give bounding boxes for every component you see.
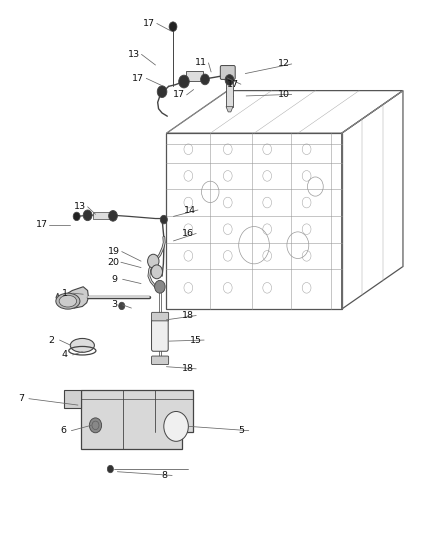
Text: 20: 20 xyxy=(107,258,119,266)
Circle shape xyxy=(225,75,234,85)
Text: 17: 17 xyxy=(227,80,239,88)
Circle shape xyxy=(73,212,80,221)
Text: 18: 18 xyxy=(182,365,194,373)
Circle shape xyxy=(169,22,177,31)
Ellipse shape xyxy=(70,338,94,352)
Circle shape xyxy=(155,280,165,293)
Circle shape xyxy=(148,254,159,268)
Text: 14: 14 xyxy=(184,206,196,214)
Text: 17: 17 xyxy=(35,221,48,229)
Circle shape xyxy=(164,411,188,441)
Polygon shape xyxy=(81,390,193,449)
Text: 15: 15 xyxy=(190,336,202,344)
Text: 2: 2 xyxy=(49,336,55,344)
Circle shape xyxy=(201,74,209,85)
Circle shape xyxy=(157,86,167,98)
Text: 13: 13 xyxy=(74,203,86,211)
Bar xyxy=(186,71,203,81)
Ellipse shape xyxy=(56,293,80,309)
Bar xyxy=(226,80,233,107)
Circle shape xyxy=(151,265,162,279)
Text: 6: 6 xyxy=(60,426,67,435)
Circle shape xyxy=(83,210,92,221)
Text: 11: 11 xyxy=(194,59,207,67)
Text: 17: 17 xyxy=(143,19,155,28)
Text: 5: 5 xyxy=(238,426,244,435)
Polygon shape xyxy=(226,107,233,112)
Circle shape xyxy=(119,302,125,310)
Polygon shape xyxy=(56,287,88,308)
FancyBboxPatch shape xyxy=(152,312,169,321)
Text: 7: 7 xyxy=(18,394,24,403)
Polygon shape xyxy=(64,390,81,408)
Text: 17: 17 xyxy=(132,74,145,83)
Circle shape xyxy=(160,215,167,224)
Text: 8: 8 xyxy=(161,471,167,480)
FancyBboxPatch shape xyxy=(220,66,235,79)
Text: 18: 18 xyxy=(182,311,194,320)
FancyBboxPatch shape xyxy=(152,356,169,365)
Text: 17: 17 xyxy=(173,91,185,99)
Circle shape xyxy=(109,211,117,221)
Text: 9: 9 xyxy=(112,275,118,284)
FancyBboxPatch shape xyxy=(152,319,168,351)
Text: 19: 19 xyxy=(108,247,120,256)
Text: 13: 13 xyxy=(127,50,140,59)
Text: 1: 1 xyxy=(62,289,68,297)
Circle shape xyxy=(179,75,189,88)
Text: 10: 10 xyxy=(278,90,290,99)
Text: 4: 4 xyxy=(62,351,68,359)
Circle shape xyxy=(107,465,113,473)
Circle shape xyxy=(89,418,102,433)
Ellipse shape xyxy=(59,295,77,307)
Text: 12: 12 xyxy=(278,60,290,68)
Text: 16: 16 xyxy=(182,229,194,238)
Bar xyxy=(93,212,112,219)
Text: 3: 3 xyxy=(112,301,118,309)
